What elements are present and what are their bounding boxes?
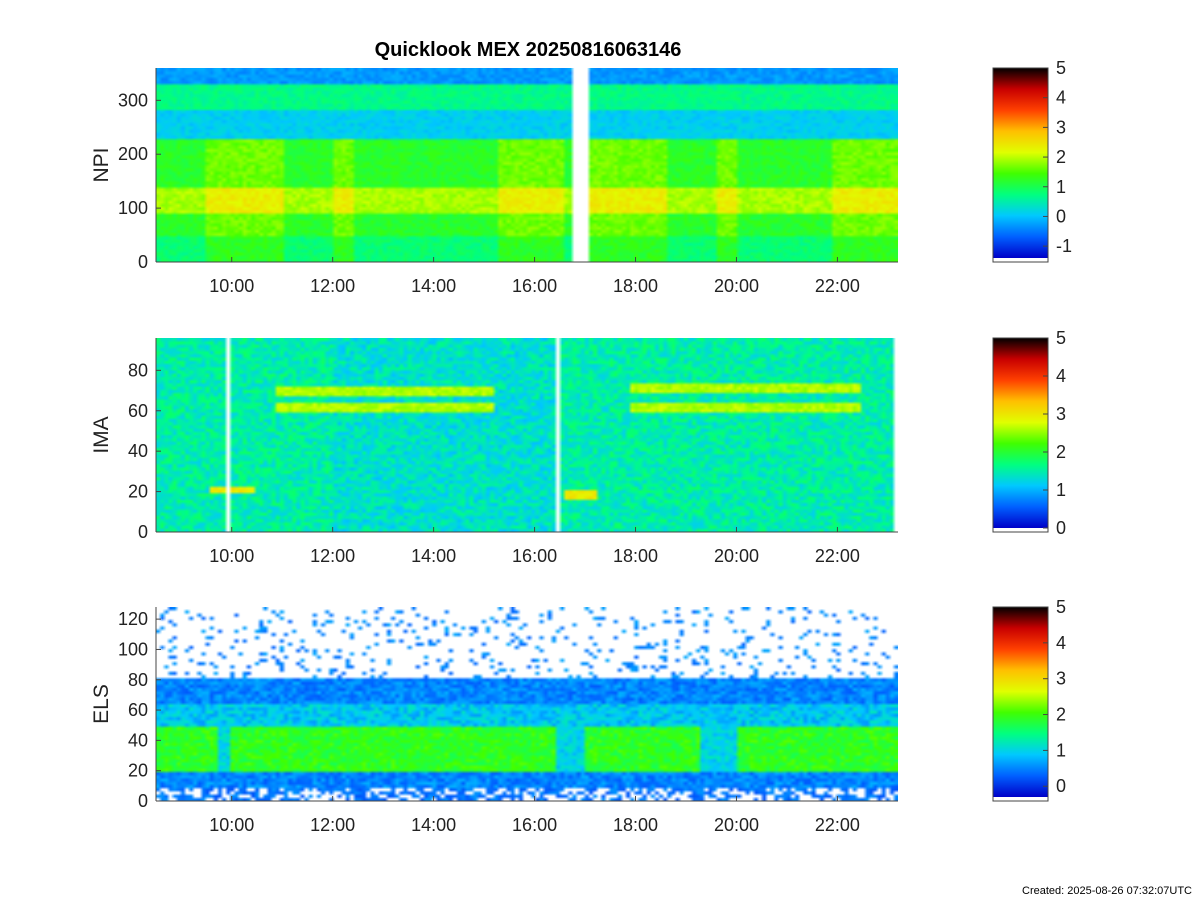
colorbar-gradient [993,68,1048,258]
figure-title: Quicklook MEX 20250816063146 [375,39,682,61]
x-tick-label: 22:00 [815,546,860,566]
x-tick-label: 10:00 [209,276,254,296]
panel-npi: 0 100 200 300 10:00 12:00 14:00 16:00 18:00 20:00… [90,58,1072,296]
colorbar-tick-label: 5 [1056,58,1066,78]
x-tick-label: 12:00 [310,815,355,835]
y-tick-label: 20 [128,482,148,502]
colorbar-tick-label: 1 [1056,177,1066,197]
y-tick-label: 300 [118,90,148,110]
heatmap-els [156,607,898,801]
colorbar-npi: -1 0 1 2 3 4 5 [992,58,1072,263]
x-tick-label: 14:00 [411,276,456,296]
y-tick-label: 0 [138,522,148,542]
colorbar-tick-label: 0 [1056,206,1066,226]
colorbar-tick-label: 1 [1056,740,1066,760]
x-tick-label: 16:00 [512,276,557,296]
y-tick-label: 100 [118,198,148,218]
colorbar-gradient [993,607,1048,797]
colorbar-tick-label: 4 [1056,366,1066,386]
x-tick-label: 10:00 [209,815,254,835]
colorbar-tick-label: 4 [1056,88,1066,108]
x-tick-label: 12:00 [310,276,355,296]
colorbar-tick-label: 5 [1056,597,1066,617]
y-tick-label: 200 [118,144,148,164]
colorbar-frame [992,606,1049,802]
y-tick-label: 40 [128,441,148,461]
y-tick-label: 80 [128,360,148,380]
y-axis-label: ELS [90,684,113,724]
y-tick-label: 0 [138,791,148,811]
created-timestamp: Created: 2025-08-26 07:32:07UTC [1022,885,1192,897]
colorbar-tick-label: 0 [1056,776,1066,796]
colorbar-tick-label: -1 [1056,236,1072,256]
colorbar-tick-label: 4 [1056,633,1066,653]
y-axis-label: NPI [90,147,113,182]
y-tick-label: 20 [128,761,148,781]
x-tick-label: 18:00 [613,546,658,566]
colorbar-tick-label: 3 [1056,117,1066,137]
y-axis-label: IMA [90,416,113,453]
colorbar-frame [992,67,1049,263]
colorbar-gradient [993,338,1048,528]
y-tick-label: 0 [138,252,148,272]
colorbar-els: 0 1 2 3 4 5 [992,597,1066,802]
x-tick-label: 22:00 [815,276,860,296]
y-tick-label: 40 [128,730,148,750]
y-tick-label: 60 [128,401,148,421]
colorbar-ima: 0 1 2 3 4 5 [992,328,1066,538]
x-tick-label: 10:00 [209,546,254,566]
colorbar-tick-label: 1 [1056,480,1066,500]
colorbar-tick-label: 2 [1056,147,1066,167]
colorbar-tick-label: 3 [1056,669,1066,689]
y-tick-label: 120 [118,609,148,629]
x-tick-label: 20:00 [714,815,759,835]
y-tick-label: 60 [128,700,148,720]
colorbar-tick-label: 5 [1056,328,1066,348]
colorbar-tick-label: 2 [1056,705,1066,725]
x-tick-label: 22:00 [815,815,860,835]
colorbar-tick-label: 0 [1056,518,1066,538]
x-tick-label: 18:00 [613,276,658,296]
heatmap-npi [156,68,898,262]
x-tick-label: 12:00 [310,546,355,566]
colorbar-tick-label: 3 [1056,404,1066,424]
x-tick-label: 20:00 [714,546,759,566]
y-tick-label: 80 [128,670,148,690]
x-tick-label: 16:00 [512,815,557,835]
x-tick-label: 14:00 [411,546,456,566]
colorbar-tick-label: 2 [1056,442,1066,462]
x-tick-label: 16:00 [512,546,557,566]
colorbar-frame [992,337,1049,533]
x-tick-label: 18:00 [613,815,658,835]
x-tick-label: 20:00 [714,276,759,296]
y-tick-label: 100 [118,639,148,659]
x-tick-label: 14:00 [411,815,456,835]
heatmap-ima [156,338,898,532]
